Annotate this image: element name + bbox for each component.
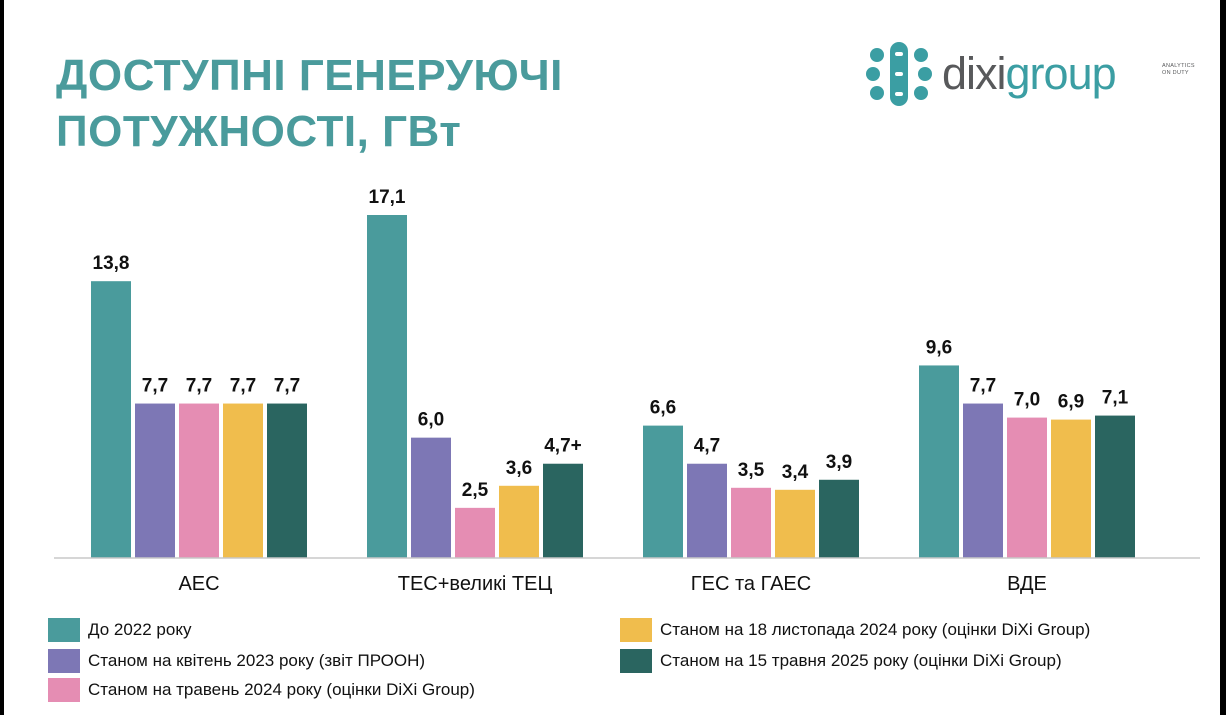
legend-label-4: Станом на 15 травня 2025 року (оцінки Di… (660, 651, 1062, 670)
value-label-2-3: 3,4 (782, 462, 809, 483)
bar-3-0 (919, 365, 959, 558)
bar-0-2 (179, 403, 219, 558)
logo-tagline-line-2: ON DUTY (1162, 70, 1189, 76)
title-line-2: ПОТУЖНОСТІ, ГВт (56, 107, 462, 156)
legend-swatch-4 (620, 649, 652, 673)
value-label-1-2: 2,5 (462, 480, 489, 501)
legend-item-2: Станом на травень 2024 року (оцінки DiXi… (48, 678, 475, 702)
bar-2-3 (775, 489, 815, 558)
value-label-3-0: 9,6 (926, 337, 952, 358)
bar-2-2 (731, 487, 771, 558)
title-line-1: ДОСТУПНІ ГЕНЕРУЮЧІ (56, 51, 563, 100)
value-label-3-1: 7,7 (970, 376, 996, 397)
bar-0-3 (223, 403, 263, 558)
value-label-1-3: 3,6 (506, 458, 532, 479)
bar-1-3 (499, 485, 539, 558)
slide: ДОСТУПНІ ГЕНЕРУЮЧІ ПОТУЖНОСТІ, ГВт dixig… (4, 0, 1220, 715)
legend-swatch-3 (620, 618, 652, 642)
value-label-1-0: 17,1 (369, 187, 406, 208)
dixigroup-logo: dixigroup ANALYTICS ON DUTY (864, 38, 1195, 118)
bar-1-1 (411, 437, 451, 558)
legend-item-0: До 2022 року (48, 618, 191, 642)
legend-item-4: Станом на 15 травня 2025 року (оцінки Di… (620, 649, 1062, 673)
legend-item-3: Станом на 18 листопада 2024 року (оцінки… (620, 618, 1090, 642)
category-label-1: ТЕС+великі ТЕЦ (398, 573, 553, 595)
value-label-3-2: 7,0 (1014, 390, 1040, 411)
category-label-3: ВДЕ (1007, 573, 1047, 595)
bar-2-4 (819, 479, 859, 558)
logo-wordmark-part2: group (1005, 48, 1117, 99)
bar-1-0 (367, 215, 407, 558)
value-label-2-4: 3,9 (826, 452, 852, 473)
category-label-2: ГЕС та ГАЕС (691, 573, 811, 595)
value-label-0-0: 13,8 (93, 253, 130, 274)
bar-1-4 (543, 463, 583, 558)
value-label-1-4: 4,7+ (544, 436, 582, 457)
value-label-2-1: 4,7 (694, 436, 720, 457)
legend-label-0: До 2022 року (88, 620, 192, 639)
legend-label-3: Станом на 18 листопада 2024 року (оцінки… (660, 620, 1091, 639)
value-label-0-3: 7,7 (230, 376, 256, 397)
legend-swatch-0 (48, 618, 80, 642)
value-label-0-2: 7,7 (186, 376, 212, 397)
legend-swatch-2 (48, 678, 80, 702)
value-label-2-2: 3,5 (738, 460, 765, 481)
bar-3-4 (1095, 415, 1135, 558)
dixigroup-logo-mark-icon (866, 42, 932, 106)
bar-3-3 (1051, 419, 1091, 558)
value-label-0-1: 7,7 (142, 376, 168, 397)
bar-chart: 13,8 7,7 7,7 7,7 7,7 17,1 6,0 2,5 3,6 4,7+ 6,6 4,7 3… (54, 187, 1200, 595)
logo-wordmark-part1: dixi (942, 48, 1007, 99)
logo-tagline-line-1: ANALYTICS (1162, 63, 1195, 69)
bar-3-2 (1007, 417, 1047, 558)
bar-0-0 (91, 281, 131, 558)
legend-swatch-1 (48, 649, 80, 673)
bar-0-1 (135, 403, 175, 558)
legend-label-1: Станом на квітень 2023 року (звіт ПРООН) (88, 651, 426, 670)
page-title: ДОСТУПНІ ГЕНЕРУЮЧІ ПОТУЖНОСТІ, ГВт (56, 48, 563, 160)
bar-2-0 (643, 425, 683, 558)
logo-wordmark: dixigroup (942, 46, 1117, 102)
bar-3-1 (963, 403, 1003, 558)
logo-tagline: ANALYTICS ON DUTY (1162, 63, 1202, 77)
value-label-3-3: 6,9 (1058, 392, 1084, 413)
value-label-0-4: 7,7 (274, 376, 300, 397)
value-label-3-4: 7,1 (1102, 388, 1129, 409)
legend-item-1: Станом на квітень 2023 року (звіт ПРООН) (48, 649, 425, 673)
bar-1-2 (455, 507, 495, 558)
legend-label-2: Станом на травень 2024 року (оцінки DiXi… (88, 680, 475, 699)
bar-0-4 (267, 403, 307, 558)
value-label-1-1: 6,0 (418, 410, 444, 431)
bar-2-1 (687, 463, 727, 558)
category-label-0: АЕС (178, 573, 219, 595)
value-label-2-0: 6,6 (650, 398, 676, 419)
